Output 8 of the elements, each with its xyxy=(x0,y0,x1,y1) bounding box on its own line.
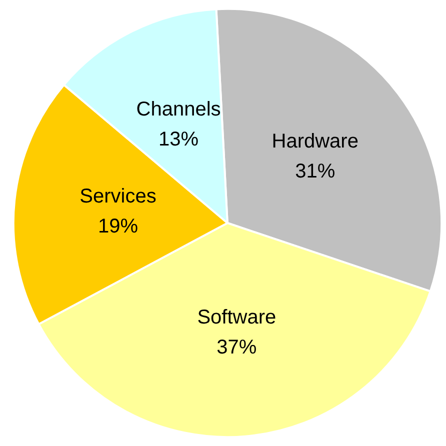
slice-label: Hardware xyxy=(272,130,358,152)
slice-label: Services xyxy=(80,186,156,208)
slice-label: Channels xyxy=(136,98,221,120)
data-label: 37% xyxy=(216,336,257,359)
data-label: 19% xyxy=(98,216,138,238)
slice-label: Software xyxy=(197,306,276,329)
data-label: 13% xyxy=(158,128,199,150)
data-label: 31% xyxy=(295,160,336,182)
